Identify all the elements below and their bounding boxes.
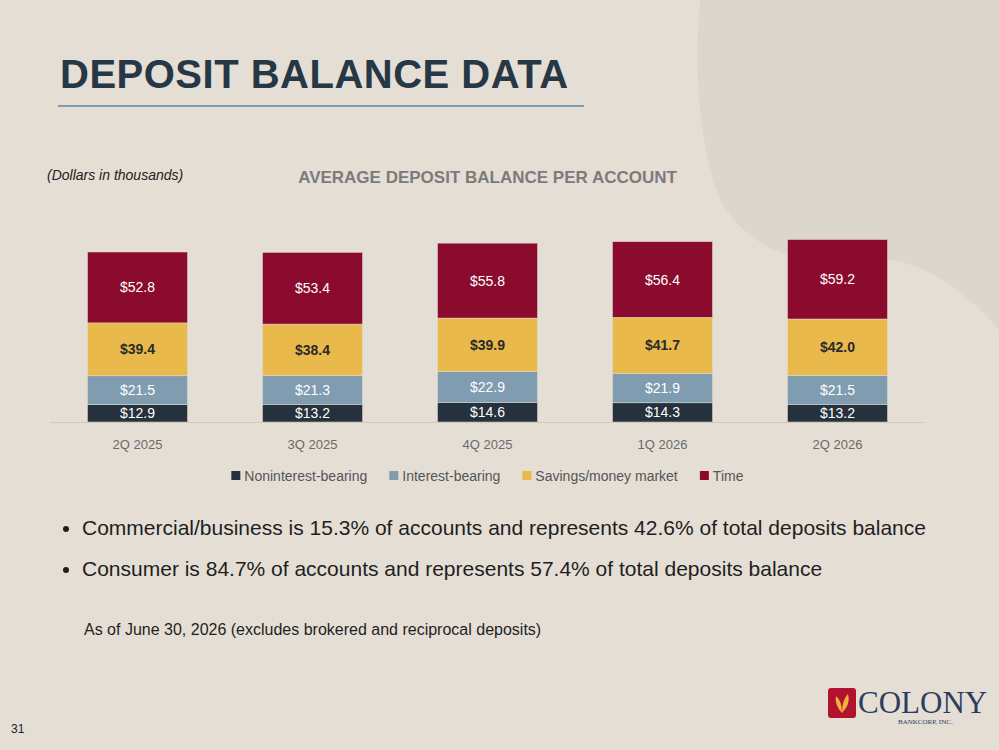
legend-swatch — [700, 471, 709, 480]
data-label: $13.2 — [820, 405, 855, 421]
chart-subtitle: (Dollars in thousands) — [47, 167, 183, 183]
legend-label: Savings/money market — [535, 468, 678, 484]
bar-segment — [263, 324, 363, 376]
data-label: $55.8 — [470, 273, 505, 289]
bullet: Consumer is 84.7% of accounts and repres… — [82, 559, 962, 578]
bar-segment — [788, 404, 888, 422]
data-label: $21.3 — [295, 382, 330, 398]
data-label: $21.9 — [645, 380, 680, 396]
data-labels: $12.9 $21.5 $39.4 $52.8 $13.2 $21.3 $38.4 $53.4… — [120, 271, 855, 421]
legend-item: Interest-bearing — [389, 468, 500, 484]
bar-segment — [613, 242, 713, 318]
title-rule — [58, 105, 584, 107]
x-tick-label: 2Q 2025 — [113, 437, 163, 452]
bar-segment — [263, 252, 363, 324]
data-label: $39.4 — [120, 341, 155, 357]
data-label: $56.4 — [645, 272, 680, 288]
logo-icon — [828, 688, 856, 718]
bar-segment — [613, 403, 713, 422]
x-tick-label: 1Q 2026 — [638, 437, 688, 452]
bullet-list: Commercial/business is 15.3% of accounts… — [52, 518, 962, 600]
bar-segment — [263, 404, 363, 422]
page-title: DEPOSIT BALANCE DATA — [60, 52, 569, 97]
data-label: $59.2 — [820, 271, 855, 287]
bar-segment — [88, 376, 188, 405]
legend-swatch — [522, 471, 531, 480]
bar-segment — [613, 373, 713, 402]
bar-segment — [88, 405, 188, 422]
legend-swatch — [389, 471, 398, 480]
bar-segment — [438, 318, 538, 372]
chart-title: AVERAGE DEPOSIT BALANCE PER ACCOUNT — [298, 168, 677, 187]
legend-label: Interest-bearing — [402, 468, 500, 484]
data-label: $38.4 — [295, 342, 330, 358]
legend-item: Noninterest-bearing — [231, 468, 367, 484]
legend-item: Time — [700, 468, 744, 484]
data-label: $22.9 — [470, 379, 505, 395]
bar-segment — [438, 372, 538, 403]
page-number: 31 — [11, 722, 24, 736]
data-label: $39.9 — [470, 337, 505, 353]
data-label: $12.9 — [120, 405, 155, 421]
legend-item: Savings/money market — [522, 468, 678, 484]
bar-segment — [788, 240, 888, 319]
x-tick-label: 3Q 2025 — [288, 437, 338, 452]
data-label: $14.6 — [470, 404, 505, 420]
logo: COLONYBANKCORP, INC. — [828, 685, 987, 726]
bullet: Commercial/business is 15.3% of accounts… — [82, 518, 962, 537]
bar-segment — [788, 319, 888, 375]
bar-segment — [613, 317, 713, 373]
footnote: As of June 30, 2026 (excludes brokered a… — [84, 621, 541, 639]
data-label: $42.0 — [820, 339, 855, 355]
legend-swatch — [231, 471, 240, 480]
legend: Noninterest-bearing Interest-bearing Savin… — [231, 468, 743, 484]
bar-segment — [438, 402, 538, 422]
data-label: $52.8 — [120, 279, 155, 295]
logo-flower — [836, 694, 849, 713]
bar-segment — [88, 252, 188, 323]
x-tick-label: 2Q 2026 — [813, 437, 863, 452]
bar-segment — [263, 376, 363, 405]
legend-label: Time — [713, 468, 744, 484]
data-label: $41.7 — [645, 337, 680, 353]
logo-subtitle: BANKCORP, INC. — [898, 718, 953, 726]
data-label: $13.2 — [295, 405, 330, 421]
bar-segment — [438, 243, 538, 318]
bar-segment — [88, 323, 188, 376]
baseline — [50, 422, 925, 423]
logo-name: COLONY — [858, 685, 987, 720]
legend-label: Noninterest-bearing — [244, 468, 367, 484]
background-decoration — [698, 0, 999, 330]
data-label: $21.5 — [820, 382, 855, 398]
data-label: $53.4 — [295, 280, 330, 296]
x-tick-label: 4Q 2025 — [463, 437, 513, 452]
bar-segment — [788, 375, 888, 404]
data-label: $21.5 — [120, 382, 155, 398]
data-label: $14.3 — [645, 404, 680, 420]
bars — [88, 240, 888, 422]
